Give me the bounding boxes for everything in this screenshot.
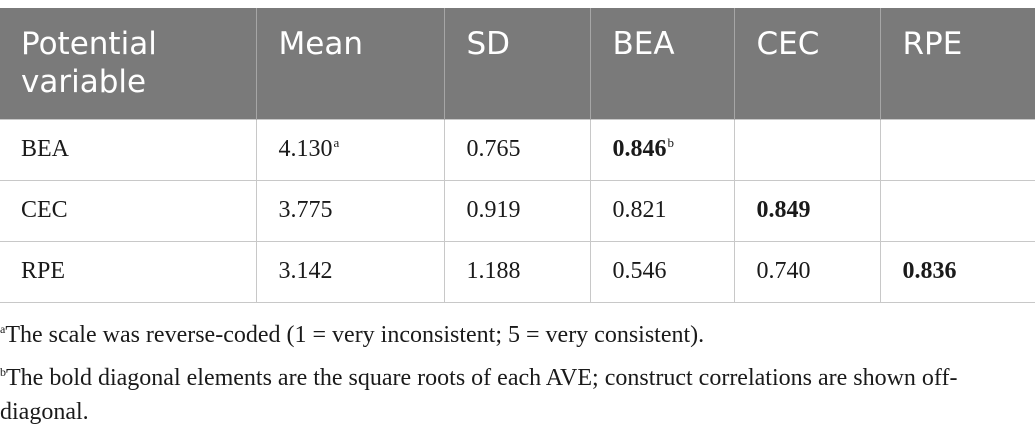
cell-bea: 0.546 xyxy=(590,241,735,303)
footnote-a-marker: a xyxy=(0,322,6,336)
footnote-b-text: The bold diagonal elements are the squar… xyxy=(0,365,958,425)
cell-sd: 0.919 xyxy=(444,180,591,242)
header-mean: Mean xyxy=(256,8,445,119)
cell-mean-value: 4.130 xyxy=(278,136,333,162)
table-row-rpe: RPE 3.142 1.188 0.546 0.740 0.836 xyxy=(0,241,1035,303)
header-sd: SD xyxy=(444,8,591,119)
cell-rpe xyxy=(880,180,1035,242)
footnote-marker-b: b xyxy=(667,135,675,150)
footnote-marker-a: a xyxy=(333,135,340,150)
cell-rpe-diagonal: 0.836 xyxy=(880,241,1035,303)
footnote-a-text: The scale was reverse-coded (1 = very in… xyxy=(5,322,705,348)
cell-mean: 3.142 xyxy=(256,241,445,303)
cell-bea-value: 0.846 xyxy=(612,136,667,162)
header-bea: BEA xyxy=(590,8,735,119)
footnote-a: aThe scale was reverse-coded (1 = very i… xyxy=(0,318,1035,352)
cell-mean: 4.130a xyxy=(256,118,445,181)
cell-sd: 1.188 xyxy=(444,241,591,303)
table-row-bea: BEA 4.130a 0.765 0.846b xyxy=(0,118,1035,181)
cell-sd: 0.765 xyxy=(444,118,591,181)
table-row-cec: CEC 3.775 0.919 0.821 0.849 xyxy=(0,180,1035,242)
cell-cec: 0.740 xyxy=(734,241,881,303)
cell-rpe xyxy=(880,118,1035,181)
table-footnotes: aThe scale was reverse-coded (1 = very i… xyxy=(0,318,1035,438)
table-header: Potential variable Mean SD BEA CEC RPE xyxy=(0,8,1035,119)
cell-mean: 3.775 xyxy=(256,180,445,242)
cell-variable: CEC xyxy=(0,180,257,242)
header-potential-variable: Potential variable xyxy=(0,8,257,119)
cell-cec xyxy=(734,118,881,181)
footnote-b-marker: b xyxy=(0,365,6,379)
cell-cec-diagonal: 0.849 xyxy=(734,180,881,242)
header-rpe: RPE xyxy=(902,26,963,62)
table-body: BEA 4.130a 0.765 0.846b CEC 3.775 0.919 … xyxy=(0,118,1035,303)
header-cec: CEC xyxy=(734,8,881,119)
cell-bea-diagonal: 0.846b xyxy=(590,118,735,181)
correlation-table-container: Potential variable Mean SD BEA CEC RPE B… xyxy=(0,8,1035,303)
header-row: Potential variable Mean SD BEA CEC RPE xyxy=(0,8,1035,119)
correlation-table: Potential variable Mean SD BEA CEC RPE B… xyxy=(0,8,1035,303)
cell-variable: BEA xyxy=(0,118,257,181)
footnote-b: bThe bold diagonal elements are the squa… xyxy=(0,361,1035,429)
cell-variable: RPE xyxy=(0,241,257,303)
cell-bea: 0.821 xyxy=(590,180,735,242)
